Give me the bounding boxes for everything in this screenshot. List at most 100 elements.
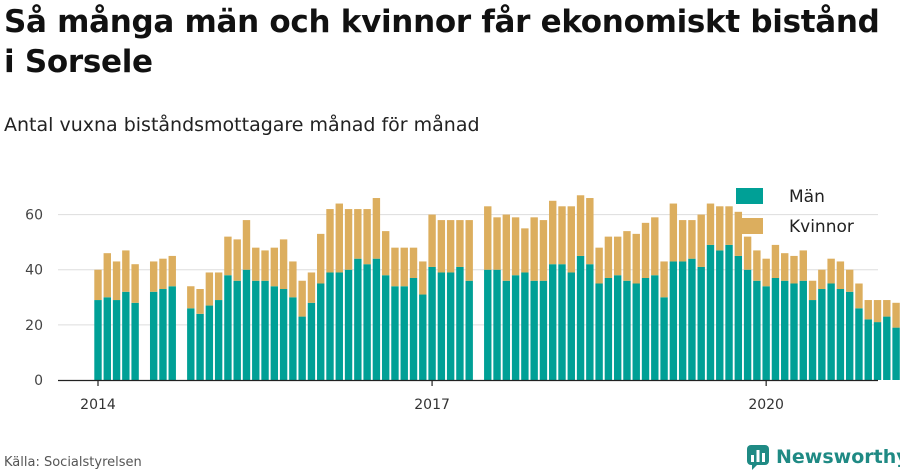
bar-men xyxy=(149,291,158,380)
bar-men xyxy=(159,289,167,380)
bar-men xyxy=(511,275,520,380)
bar-women xyxy=(613,236,622,276)
bar-men xyxy=(214,300,223,380)
bar-women xyxy=(706,203,715,245)
bar-men xyxy=(706,244,715,380)
bar-men xyxy=(762,286,770,380)
bar-men xyxy=(576,255,585,380)
bar-men xyxy=(381,275,390,380)
brand-name: Newsworthy xyxy=(776,446,900,468)
bar-women xyxy=(159,258,167,290)
bar-women xyxy=(363,209,371,265)
bar-men xyxy=(187,308,195,380)
bar-men xyxy=(892,327,900,380)
bar-women xyxy=(465,220,473,281)
bar-women xyxy=(122,250,130,292)
bar-women xyxy=(855,283,863,309)
bar-men xyxy=(400,286,408,380)
bar-men xyxy=(660,297,668,380)
bar-women xyxy=(725,206,733,245)
bar-women xyxy=(381,231,390,276)
chart-title: Så många män och kvinnor får ekonomiskt … xyxy=(4,4,880,80)
bar-women xyxy=(576,195,585,256)
bar-women xyxy=(437,220,446,273)
legend-swatch xyxy=(736,218,763,234)
bar-men xyxy=(196,313,204,380)
bar-women xyxy=(326,209,334,273)
bar-men xyxy=(224,275,232,380)
bar-men xyxy=(270,286,279,380)
bar-women xyxy=(743,236,752,270)
bar-men xyxy=(419,294,427,380)
bar-men xyxy=(669,261,678,380)
bar-men xyxy=(734,255,743,380)
y-axis-labels: 0 20 40 60 xyxy=(25,208,43,389)
bar-men xyxy=(567,272,575,380)
x-tick-label: 2017 xyxy=(414,397,450,413)
bar-men xyxy=(131,302,139,380)
bar-men xyxy=(428,266,436,380)
bar-men xyxy=(289,297,297,380)
legend-label: Kvinnor xyxy=(789,217,854,237)
bar-men xyxy=(502,280,511,380)
bar-women xyxy=(484,206,492,270)
bar-women xyxy=(697,214,705,267)
bar-men xyxy=(753,280,761,380)
bar-men xyxy=(335,272,343,380)
bar-women xyxy=(845,269,854,292)
bar-men xyxy=(632,283,640,380)
bar-men xyxy=(344,269,353,380)
bar-women xyxy=(187,286,195,309)
newsworthy-logo-icon xyxy=(747,445,769,470)
bar-women xyxy=(502,214,511,281)
bar-women xyxy=(354,209,362,259)
bar-men xyxy=(771,277,780,380)
bar-women xyxy=(103,253,111,298)
bar-men xyxy=(446,272,455,380)
bar-men xyxy=(790,283,798,380)
bar-women xyxy=(641,222,650,278)
y-tick-label: 20 xyxy=(25,318,43,334)
bar-men xyxy=(539,280,548,380)
bar-women xyxy=(632,233,640,284)
y-tick-label: 40 xyxy=(25,263,43,279)
bar-men xyxy=(233,280,241,380)
bar-men xyxy=(391,286,399,380)
bar-women xyxy=(790,255,798,284)
bar-men xyxy=(363,264,371,380)
bar-men xyxy=(307,302,316,380)
bar-women xyxy=(521,228,529,273)
bar-women xyxy=(205,272,214,306)
bar-women xyxy=(446,220,455,273)
bar-men xyxy=(465,280,473,380)
bar-women xyxy=(864,300,872,320)
bar-women xyxy=(688,220,696,259)
bar-men xyxy=(799,280,807,380)
bar-women xyxy=(753,250,761,281)
bar-women xyxy=(678,220,687,262)
bar-women xyxy=(808,280,817,301)
bar-men xyxy=(326,272,334,380)
bar-women xyxy=(372,198,381,259)
bar-women xyxy=(716,206,724,251)
bar-men xyxy=(521,272,529,380)
bar-men xyxy=(697,266,705,380)
bar-women xyxy=(289,261,297,298)
bar-men xyxy=(94,300,102,380)
bar-women xyxy=(762,258,770,287)
y-tick-label: 60 xyxy=(25,208,43,224)
bar-men xyxy=(781,280,789,380)
bar-men xyxy=(558,264,566,380)
bar-men xyxy=(205,305,214,380)
bar-women xyxy=(317,233,325,284)
bar-men xyxy=(827,283,835,380)
bar-women xyxy=(409,247,418,278)
legend-label: Män xyxy=(789,187,825,207)
x-axis: 2014201720202022 xyxy=(58,379,878,413)
y-tick-label: 0 xyxy=(34,373,43,389)
bar-men xyxy=(279,289,288,380)
bar-women xyxy=(131,264,139,303)
bar-women xyxy=(660,261,668,298)
bar-men xyxy=(112,300,121,380)
